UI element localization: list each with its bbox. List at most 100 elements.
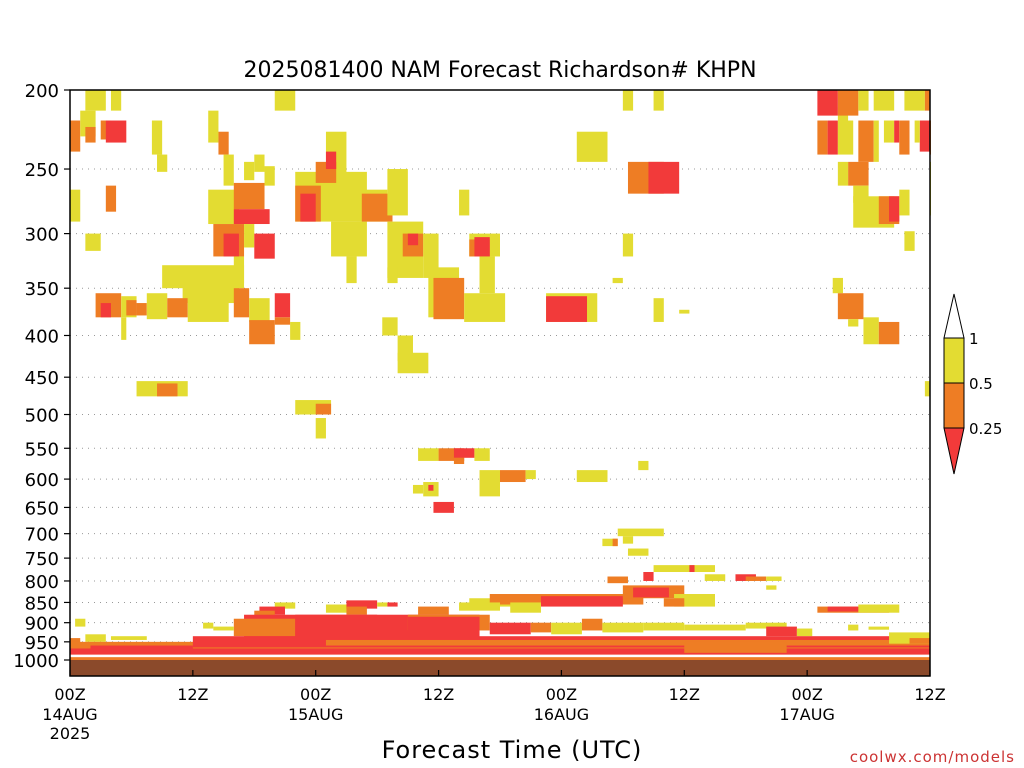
ri-cell-151 bbox=[796, 628, 813, 637]
ri-cell-30 bbox=[100, 303, 111, 318]
ri-cell-182 bbox=[894, 120, 900, 143]
ri-cell-153 bbox=[868, 626, 890, 630]
ri-cell-7 bbox=[70, 189, 81, 222]
chart-title: 2025081400 NAM Forecast Richardson# KHPN bbox=[243, 58, 756, 83]
ri-cell-66 bbox=[464, 293, 506, 322]
ri-cell-32 bbox=[126, 300, 137, 316]
ri-cell-138 bbox=[233, 618, 296, 637]
ri-cell-71 bbox=[459, 189, 470, 216]
ri-cell-174 bbox=[904, 90, 925, 111]
ri-cell-8 bbox=[105, 185, 117, 212]
ri-cell-15 bbox=[223, 154, 234, 186]
ri-cell-122 bbox=[459, 602, 500, 611]
ri-cell-195 bbox=[878, 321, 900, 345]
ri-cell-77 bbox=[387, 267, 398, 284]
ground-layer bbox=[70, 660, 930, 676]
x-tick-time-1: 12Z bbox=[177, 685, 208, 704]
ri-cell-141 bbox=[407, 616, 480, 637]
y-tick-label-500: 500 bbox=[25, 406, 59, 427]
ri-cell-167 bbox=[70, 654, 930, 658]
ri-cell-55 bbox=[331, 221, 367, 257]
y-tick-label-900: 900 bbox=[25, 614, 59, 635]
colorbar-label-0.5: 0.5 bbox=[969, 375, 993, 393]
ri-cell-166 bbox=[909, 638, 930, 644]
ri-cell-185 bbox=[914, 120, 920, 143]
ri-cell-84 bbox=[612, 277, 623, 284]
x-axis-label: Forecast Time (UTC) bbox=[382, 736, 643, 764]
ri-cell-113 bbox=[766, 576, 782, 581]
y-tick-label-200: 200 bbox=[25, 81, 59, 102]
y-tick-label-850: 850 bbox=[25, 593, 59, 614]
x-tick-time-4: 00Z bbox=[546, 685, 577, 704]
ri-cell-65 bbox=[433, 277, 465, 320]
y-tick-label-400: 400 bbox=[25, 326, 59, 347]
ri-cell-14 bbox=[218, 131, 229, 155]
ri-cell-105 bbox=[627, 548, 649, 556]
ri-cell-106 bbox=[653, 565, 715, 573]
ri-cell-24 bbox=[254, 154, 265, 172]
ri-cell-124 bbox=[325, 604, 357, 613]
ri-cell-12 bbox=[274, 90, 296, 111]
ri-cell-79 bbox=[622, 90, 634, 111]
ri-cell-69 bbox=[474, 237, 490, 257]
ri-cell-142 bbox=[489, 622, 531, 635]
ri-cell-125 bbox=[346, 600, 378, 609]
ri-cell-20 bbox=[223, 233, 239, 257]
ri-cell-136 bbox=[75, 618, 86, 627]
ri-cell-110 bbox=[704, 574, 726, 581]
ri-cell-48 bbox=[315, 418, 326, 439]
ri-cell-177 bbox=[827, 120, 838, 155]
ri-cell-149 bbox=[745, 622, 787, 629]
ri-cell-128 bbox=[387, 602, 398, 607]
ri-cell-191 bbox=[832, 277, 843, 294]
ri-cell-56 bbox=[346, 256, 357, 284]
ri-cell-51 bbox=[300, 193, 316, 222]
ri-cell-2 bbox=[70, 120, 81, 152]
ri-cell-121 bbox=[663, 598, 685, 607]
y-tick-label-950: 950 bbox=[25, 633, 59, 654]
ri-cell-164 bbox=[684, 641, 787, 653]
ri-cell-144 bbox=[551, 622, 582, 635]
ri-cell-145 bbox=[581, 618, 603, 631]
x-tick-time-3: 12Z bbox=[423, 685, 454, 704]
ri-cell-83 bbox=[622, 233, 634, 257]
ri-cell-173 bbox=[873, 90, 895, 111]
colorbar-top-arrow bbox=[943, 293, 965, 339]
ri-cell-82 bbox=[648, 161, 680, 194]
ri-cell-9 bbox=[85, 233, 101, 251]
ri-cell-192 bbox=[837, 293, 864, 320]
x-tick-time-2: 00Z bbox=[300, 685, 331, 704]
ri-cell-16 bbox=[208, 189, 239, 225]
y-tick-label-650: 650 bbox=[25, 498, 59, 519]
ri-cell-157 bbox=[85, 634, 106, 642]
ri-cell-175 bbox=[924, 90, 930, 111]
ri-cell-98 bbox=[433, 501, 454, 513]
ri-cell-107 bbox=[689, 565, 695, 573]
ri-cell-54 bbox=[325, 151, 337, 170]
ri-cell-75 bbox=[397, 352, 429, 374]
ri-cell-23 bbox=[264, 166, 275, 186]
ri-cell-0 bbox=[85, 90, 106, 111]
ri-cell-11 bbox=[157, 154, 168, 172]
ri-cell-176 bbox=[817, 120, 828, 155]
y-tick-label-250: 250 bbox=[25, 160, 59, 181]
ri-cell-154 bbox=[203, 622, 214, 629]
ri-cell-170 bbox=[817, 90, 838, 116]
ri-cell-85 bbox=[653, 298, 664, 322]
ri-cell-90 bbox=[474, 448, 490, 461]
y-tick-label-600: 600 bbox=[25, 470, 59, 491]
ri-cell-119 bbox=[633, 587, 669, 598]
ri-cell-108 bbox=[607, 576, 628, 584]
ri-cell-117 bbox=[540, 596, 623, 607]
credit-text: coolwx.com/models bbox=[850, 748, 1015, 766]
x-tick-time-6: 00Z bbox=[791, 685, 822, 704]
ri-cell-135 bbox=[858, 604, 900, 613]
ri-cell-187 bbox=[848, 161, 869, 186]
ri-cell-200 bbox=[904, 231, 915, 251]
ri-cell-43 bbox=[290, 321, 301, 340]
ri-cell-172 bbox=[858, 90, 869, 111]
ri-cells bbox=[70, 90, 931, 660]
ri-cell-95 bbox=[412, 484, 424, 494]
ri-cell-155 bbox=[213, 626, 234, 631]
x-tick-date-6: 17AUG bbox=[779, 705, 834, 724]
